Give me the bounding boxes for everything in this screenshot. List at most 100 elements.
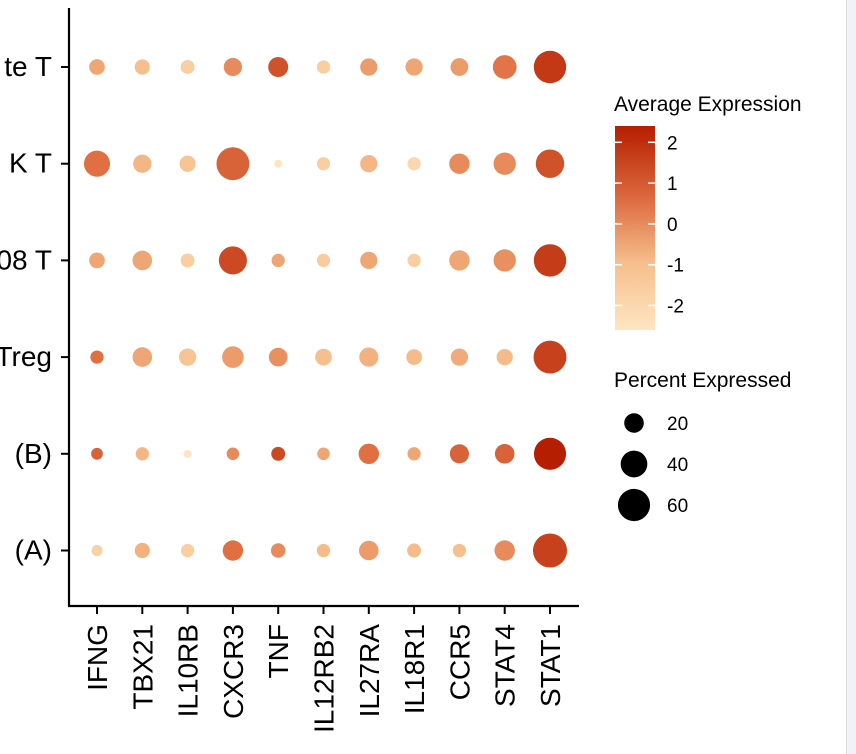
dot (405, 58, 423, 76)
dot (360, 155, 378, 173)
dot (359, 347, 379, 367)
x-tick-label: IFNG (82, 624, 113, 691)
dot (449, 444, 469, 464)
dot (183, 449, 192, 458)
dot (89, 252, 105, 269)
size-legend-label: 20 (667, 414, 688, 435)
color-legend-label: 2 (667, 133, 678, 154)
dot (316, 543, 331, 558)
x-tick-label: IL27RA (354, 624, 385, 718)
dot (271, 446, 286, 461)
size-legend-dot (617, 488, 651, 522)
dot (535, 149, 565, 178)
dot (178, 348, 197, 366)
dot (89, 59, 105, 75)
dot (90, 350, 104, 364)
dot (315, 348, 332, 366)
dot (449, 250, 470, 271)
window-edge (846, 0, 856, 754)
dot (359, 540, 379, 561)
dot (496, 348, 513, 366)
dot (180, 253, 195, 268)
dot (407, 543, 422, 558)
dot (450, 58, 469, 76)
dot (134, 59, 150, 75)
dot (132, 250, 153, 271)
dot (360, 58, 378, 76)
dot (91, 545, 103, 556)
dot (268, 57, 289, 77)
size-legend: Percent Expressed 20 40 60 (614, 369, 791, 522)
dot (452, 543, 467, 558)
y-tick-label: K T (9, 148, 52, 179)
dot (450, 348, 469, 366)
dot (218, 246, 247, 275)
dot (533, 437, 567, 470)
x-tick-label: TNF (263, 624, 294, 678)
dot (407, 447, 421, 461)
y-tick-label: 08 T (0, 244, 52, 275)
dot (180, 543, 195, 558)
dot (407, 157, 421, 171)
dots-layer (83, 50, 568, 568)
y-tick-label: Treg (0, 341, 52, 372)
color-legend-bar (615, 126, 655, 330)
dot (533, 340, 567, 374)
dot (533, 244, 567, 277)
color-legend-label: -2 (667, 297, 684, 318)
dot (493, 249, 516, 272)
y-tick-label: (B) (15, 438, 52, 469)
dot (91, 447, 103, 460)
dot (271, 253, 285, 268)
dot (317, 447, 330, 461)
x-tick-label: CCR5 (444, 624, 475, 700)
dot (223, 57, 243, 77)
color-legend-label: 0 (667, 215, 678, 236)
dot (494, 540, 515, 561)
dot (407, 253, 421, 268)
color-legend-label: 1 (667, 174, 678, 195)
dot (360, 251, 378, 270)
x-tick-label: TBX21 (127, 624, 158, 710)
size-legend-label: 60 (667, 496, 688, 517)
y-tick-label: (A) (15, 535, 52, 566)
x-axis: IFNG TBX21 IL10RB CXCR3 TNF IL12RB2 IL27RA IL18… (82, 606, 566, 733)
x-tick-label: IL10RB (173, 624, 204, 717)
dot (133, 154, 152, 173)
dot (179, 155, 196, 172)
size-legend-dot (620, 450, 648, 478)
color-legend: Average Expression 2 1 0 -1 -2 (614, 93, 802, 330)
dot (358, 443, 380, 465)
x-tick-label: STAT1 (535, 624, 566, 707)
dot (132, 347, 153, 367)
dot (83, 150, 111, 177)
dot (135, 447, 149, 461)
dot (493, 152, 516, 175)
y-tick-label: te T (4, 51, 52, 82)
dot (274, 159, 283, 168)
size-legend-title: Percent Expressed (614, 369, 791, 392)
x-tick-label: IL18R1 (399, 624, 430, 714)
dot (406, 349, 422, 365)
dot (226, 447, 240, 461)
x-tick-label: CXCR3 (218, 624, 249, 719)
y-axis: te T K T 08 T Treg (B) (A) (0, 51, 69, 566)
dot (494, 444, 515, 464)
dot (533, 50, 567, 84)
dot (222, 540, 244, 561)
dot (316, 60, 331, 74)
size-legend-dot (624, 413, 644, 433)
dot (492, 55, 517, 79)
dot (216, 147, 250, 181)
dot (532, 533, 568, 568)
dot (180, 60, 195, 74)
color-legend-label: -1 (667, 256, 684, 277)
dot (222, 346, 244, 368)
color-legend-title: Average Expression (614, 93, 802, 116)
dot (270, 543, 286, 558)
dot (449, 153, 470, 174)
axes (67, 8, 579, 608)
dot (268, 347, 288, 367)
dot (316, 253, 331, 268)
